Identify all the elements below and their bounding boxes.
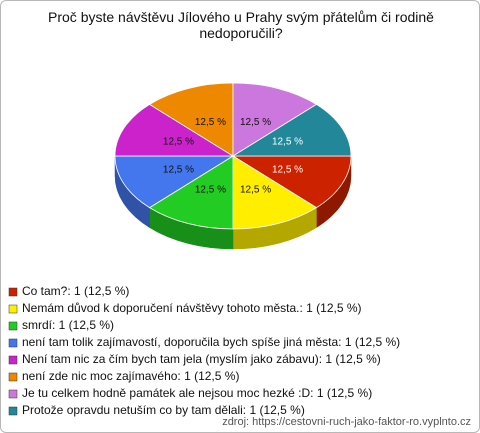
legend-swatch <box>8 304 18 314</box>
slice <box>148 155 234 230</box>
legend-swatch <box>8 389 18 399</box>
legend-swatch <box>8 338 18 348</box>
legend-label: Co tam?: 1 (12,5 %) <box>22 284 129 298</box>
slice <box>232 155 318 230</box>
legend-label: Je tu celkem hodně památek ale nejsou mo… <box>22 386 372 400</box>
slice <box>114 103 235 157</box>
slice <box>231 155 352 209</box>
slice-label: 12,5 % <box>163 137 194 148</box>
slice <box>232 82 318 157</box>
legend-swatch <box>8 287 18 297</box>
legend-label: není tam tolik zajímavostí, doporučila b… <box>22 335 400 349</box>
slice <box>148 82 234 157</box>
legend-swatch <box>8 321 18 331</box>
legend-label: Nemám důvod k doporučení návštěvy tohoto… <box>22 301 362 315</box>
legend-label: Protože opravdu netuším co by tam dělali… <box>22 403 305 417</box>
chart-title: Proč byste návštěvu Jílového u Prahy svý… <box>48 9 434 41</box>
slice-label: 12,5 % <box>195 184 226 195</box>
legend-label: smrdí: 1 (12,5 %) <box>22 318 114 332</box>
slice-label: 12,5 % <box>272 165 303 176</box>
legend-swatch <box>8 355 18 365</box>
legend-swatch <box>8 406 18 416</box>
slice <box>114 155 235 209</box>
legend-swatch <box>8 372 18 382</box>
slice-label: 12,5 % <box>163 165 194 176</box>
source-note: zdroj: https://cestovni-ruch-jako-faktor… <box>222 416 471 428</box>
slice-label: 12,5 % <box>240 184 271 195</box>
legend-label: není zde nic moc zajímavého: 1 (12,5 %) <box>22 369 239 383</box>
legend-label: Není tam nic za čím bych tam jela (myslí… <box>22 352 381 366</box>
slice-label: 12,5 % <box>272 137 303 148</box>
slice-label: 12,5 % <box>195 117 226 128</box>
slice-label: 12,5 % <box>240 117 271 128</box>
slice <box>231 103 352 157</box>
